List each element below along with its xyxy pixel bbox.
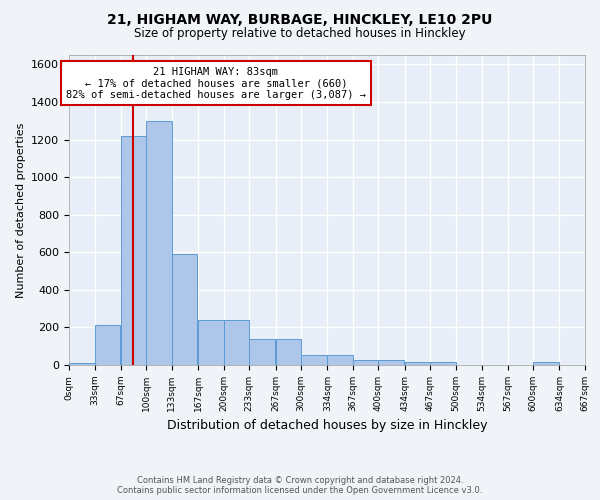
X-axis label: Distribution of detached houses by size in Hinckley: Distribution of detached houses by size …: [167, 420, 487, 432]
Bar: [405, 362, 430, 365]
Bar: [172, 254, 197, 365]
Bar: [430, 362, 456, 365]
Bar: [249, 338, 275, 365]
Bar: [301, 354, 326, 365]
Text: Size of property relative to detached houses in Hinckley: Size of property relative to detached ho…: [134, 28, 466, 40]
Bar: [353, 360, 379, 365]
Bar: [198, 320, 224, 365]
Text: Contains HM Land Registry data © Crown copyright and database right 2024.
Contai: Contains HM Land Registry data © Crown c…: [118, 476, 482, 495]
Text: 21, HIGHAM WAY, BURBAGE, HINCKLEY, LE10 2PU: 21, HIGHAM WAY, BURBAGE, HINCKLEY, LE10 …: [107, 12, 493, 26]
Text: 21 HIGHAM WAY: 83sqm
← 17% of detached houses are smaller (660)
82% of semi-deta: 21 HIGHAM WAY: 83sqm ← 17% of detached h…: [66, 66, 366, 100]
Bar: [224, 320, 249, 365]
Bar: [328, 354, 353, 365]
Bar: [275, 338, 301, 365]
Bar: [95, 324, 120, 365]
Bar: [69, 363, 95, 365]
Y-axis label: Number of detached properties: Number of detached properties: [16, 122, 26, 298]
Bar: [379, 360, 404, 365]
Bar: [533, 362, 559, 365]
Bar: [146, 121, 172, 365]
Bar: [121, 136, 146, 365]
